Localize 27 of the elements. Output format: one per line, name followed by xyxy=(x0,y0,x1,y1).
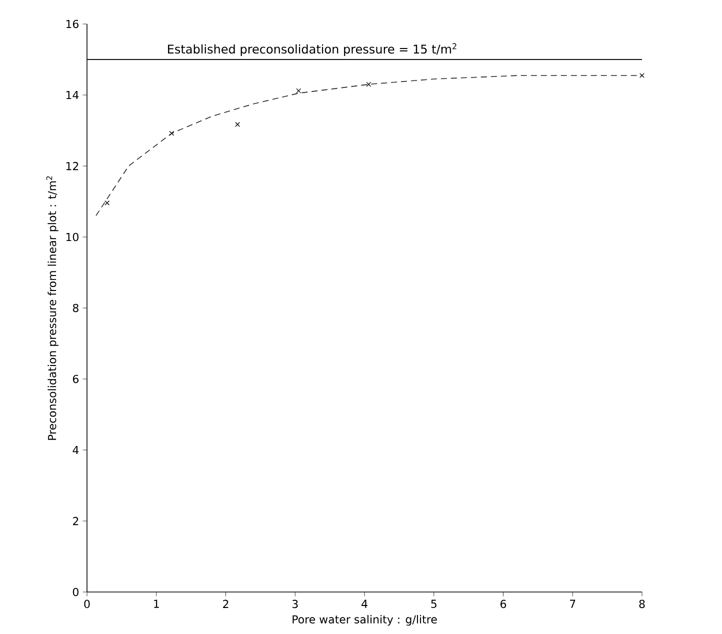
ref-line-label: Established preconsolidation pressure = 15 t/m$^{2}$ xyxy=(168,43,456,56)
y-tick-label: 2 xyxy=(73,516,78,526)
x-tick-label: 8 xyxy=(639,600,645,608)
y-tick-label: 16 xyxy=(66,20,79,28)
y-tick-label: 6 xyxy=(72,374,79,384)
y-tick-label: 0 xyxy=(72,588,78,596)
y-tick-label: 14 xyxy=(66,90,79,100)
x-tick-label: 4 xyxy=(362,600,368,608)
y-tick-label: 4 xyxy=(72,446,79,454)
y-tick-label: 8 xyxy=(72,304,78,312)
x-tick-label: 6 xyxy=(500,600,506,608)
x-tick-label: 7 xyxy=(570,600,576,608)
y-tick-label: 12 xyxy=(66,162,78,170)
point xyxy=(104,200,110,206)
x-axis-title: Pore water salinity : g/litre xyxy=(292,614,437,626)
point xyxy=(296,88,302,94)
y-tick-label: 10 xyxy=(66,232,78,242)
x-tick-label: 1 xyxy=(154,600,159,608)
x-tick-label: 5 xyxy=(431,600,436,608)
y-axis-title: Preconsolidation pressure from linear plot : t/m$^{2}$ xyxy=(46,176,58,440)
point xyxy=(235,122,240,127)
x-tick-label: 0 xyxy=(84,600,90,608)
point xyxy=(639,72,645,78)
point xyxy=(169,130,174,136)
x-tick-label: 3 xyxy=(292,600,298,608)
point xyxy=(366,82,372,87)
x-tick-label: 2 xyxy=(223,600,228,608)
